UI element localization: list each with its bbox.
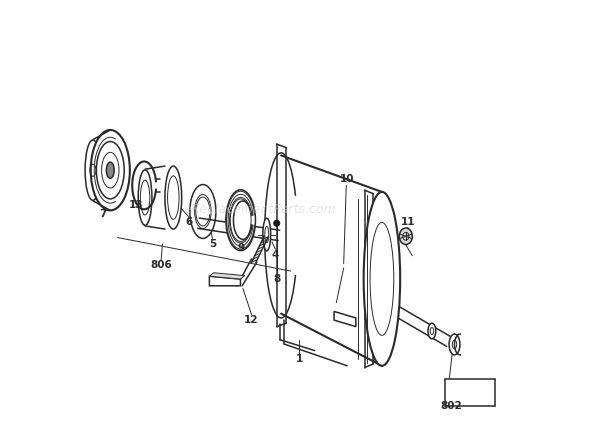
Text: 12: 12 [244,315,259,325]
Text: 5: 5 [209,239,216,249]
Ellipse shape [190,184,216,238]
Ellipse shape [428,323,436,339]
Text: 13: 13 [129,200,143,210]
Ellipse shape [449,334,460,355]
Text: 4: 4 [272,250,279,260]
Polygon shape [334,311,356,327]
Text: 7: 7 [99,209,107,218]
Text: 806: 806 [150,260,172,270]
Text: 6: 6 [185,218,192,227]
Text: 1: 1 [296,354,303,364]
Ellipse shape [85,140,101,201]
Ellipse shape [263,218,271,251]
Ellipse shape [226,190,255,251]
Ellipse shape [274,220,280,226]
Ellipse shape [363,192,400,366]
Text: 11: 11 [401,218,415,227]
Polygon shape [209,273,245,279]
Text: 8: 8 [273,274,280,284]
Polygon shape [209,276,241,286]
Ellipse shape [106,162,114,178]
Ellipse shape [91,130,130,211]
Ellipse shape [138,170,152,225]
Text: 802: 802 [441,401,463,411]
Ellipse shape [230,199,251,242]
Text: 10: 10 [340,174,355,184]
Ellipse shape [399,228,412,245]
Text: eReplacementParts.com: eReplacementParts.com [184,203,336,216]
Text: 9: 9 [237,243,244,253]
Ellipse shape [165,166,182,229]
